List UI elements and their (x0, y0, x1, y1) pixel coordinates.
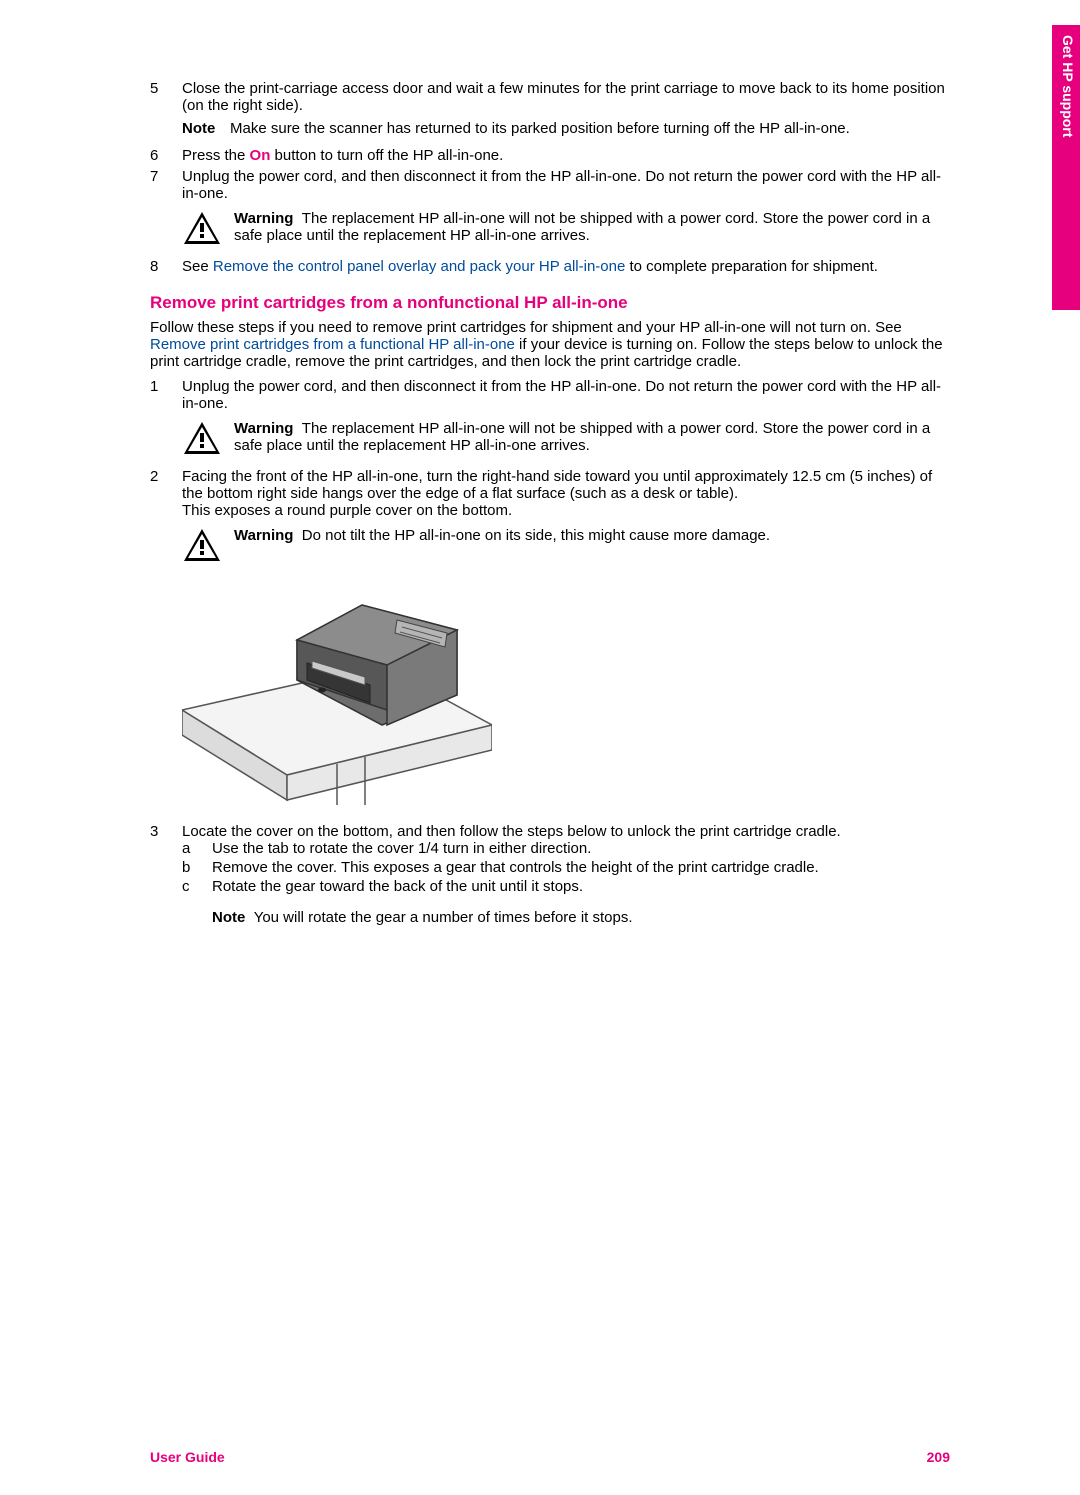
page-content: 5 Close the print-carriage access door a… (0, 0, 1080, 980)
warning-block: Warning The replacement HP all-in-one wi… (150, 420, 950, 456)
warning-label: Warning (234, 527, 293, 544)
note-label: Note (212, 909, 245, 926)
warning-body-text: The replacement HP all-in-one will not b… (234, 420, 930, 454)
footer-page-number: 209 (927, 1449, 950, 1465)
step-8: 8 See Remove the control panel overlay a… (150, 258, 950, 275)
intro-pre: Follow these steps if you need to remove… (150, 319, 902, 336)
step-3: 3 Locate the cover on the bottom, and th… (150, 823, 950, 926)
text-post: button to turn off the HP all-in-one. (270, 147, 503, 164)
warning-text: Warning The replacement HP all-in-one wi… (234, 420, 950, 454)
cross-ref-link[interactable]: Remove the control panel overlay and pac… (213, 258, 625, 275)
note-text: You will rotate the gear a number of tim… (254, 909, 633, 926)
printer-figure (182, 575, 950, 809)
step-text: Close the print-carriage access door and… (182, 80, 945, 114)
warning-label: Warning (234, 420, 293, 437)
step-text: Unplug the power cord, and then disconne… (182, 168, 950, 202)
side-tab: Get HP support (1052, 25, 1080, 310)
note-text: Make sure the scanner has returned to it… (230, 120, 950, 137)
text-pre: Press the (182, 147, 250, 164)
warning-icon (182, 527, 222, 563)
step-number: 2 (150, 468, 182, 519)
section-intro: Follow these steps if you need to remove… (150, 319, 950, 370)
step-number: 5 (150, 80, 182, 143)
step-text: Press the On button to turn off the HP a… (182, 147, 950, 164)
step-2: 2 Facing the front of the HP all-in-one,… (150, 468, 950, 519)
step-line-1: Facing the front of the HP all-in-one, t… (182, 468, 950, 502)
step-number: 1 (150, 378, 182, 412)
step-line-2: This exposes a round purple cover on the… (182, 502, 950, 519)
page-footer: User Guide 209 (150, 1449, 950, 1465)
warning-icon (182, 210, 222, 246)
substep-b: b Remove the cover. This exposes a gear … (182, 859, 950, 876)
warning-body-text: Do not tilt the HP all-in-one on its sid… (302, 527, 770, 544)
step-number: 3 (150, 823, 182, 926)
substep-c: c Rotate the gear toward the back of the… (182, 878, 950, 895)
substep-letter: a (182, 840, 212, 857)
step-5: 5 Close the print-carriage access door a… (150, 80, 950, 143)
substep-letter: c (182, 878, 212, 895)
step-number: 8 (150, 258, 182, 275)
step-text: Unplug the power cord, and then disconne… (182, 378, 950, 412)
substep-text: Rotate the gear toward the back of the u… (212, 878, 950, 895)
warning-block: Warning The replacement HP all-in-one wi… (150, 210, 950, 246)
step-1: 1 Unplug the power cord, and then discon… (150, 378, 950, 412)
section-heading: Remove print cartridges from a nonfuncti… (150, 293, 950, 313)
warning-body-text: The replacement HP all-in-one will not b… (234, 210, 930, 244)
text-pre: See (182, 258, 213, 275)
substep-text: Use the tab to rotate the cover 1/4 turn… (212, 840, 950, 857)
on-button-label: On (250, 147, 271, 164)
step-7: 7 Unplug the power cord, and then discon… (150, 168, 950, 202)
warning-text: Warning Do not tilt the HP all-in-one on… (234, 527, 950, 544)
warning-icon (182, 420, 222, 456)
warning-label: Warning (234, 210, 293, 227)
footer-left: User Guide (150, 1449, 225, 1465)
step-text: Locate the cover on the bottom, and then… (182, 823, 950, 840)
warning-text: Warning The replacement HP all-in-one wi… (234, 210, 950, 244)
step-text: Facing the front of the HP all-in-one, t… (182, 468, 950, 519)
step-number: 7 (150, 168, 182, 202)
note: Note You will rotate the gear a number o… (182, 909, 950, 926)
note: Note Make sure the scanner has returned … (182, 120, 950, 137)
text-post: to complete preparation for shipment. (625, 258, 878, 275)
substep-a: a Use the tab to rotate the cover 1/4 tu… (182, 840, 950, 857)
note-label: Note (182, 120, 230, 137)
substep-letter: b (182, 859, 212, 876)
warning-block: Warning Do not tilt the HP all-in-one on… (150, 527, 950, 563)
cross-ref-link[interactable]: Remove print cartridges from a functiona… (150, 336, 515, 353)
step-6: 6 Press the On button to turn off the HP… (150, 147, 950, 164)
step-text: See Remove the control panel overlay and… (182, 258, 950, 275)
substep-text: Remove the cover. This exposes a gear th… (212, 859, 950, 876)
step-number: 6 (150, 147, 182, 164)
